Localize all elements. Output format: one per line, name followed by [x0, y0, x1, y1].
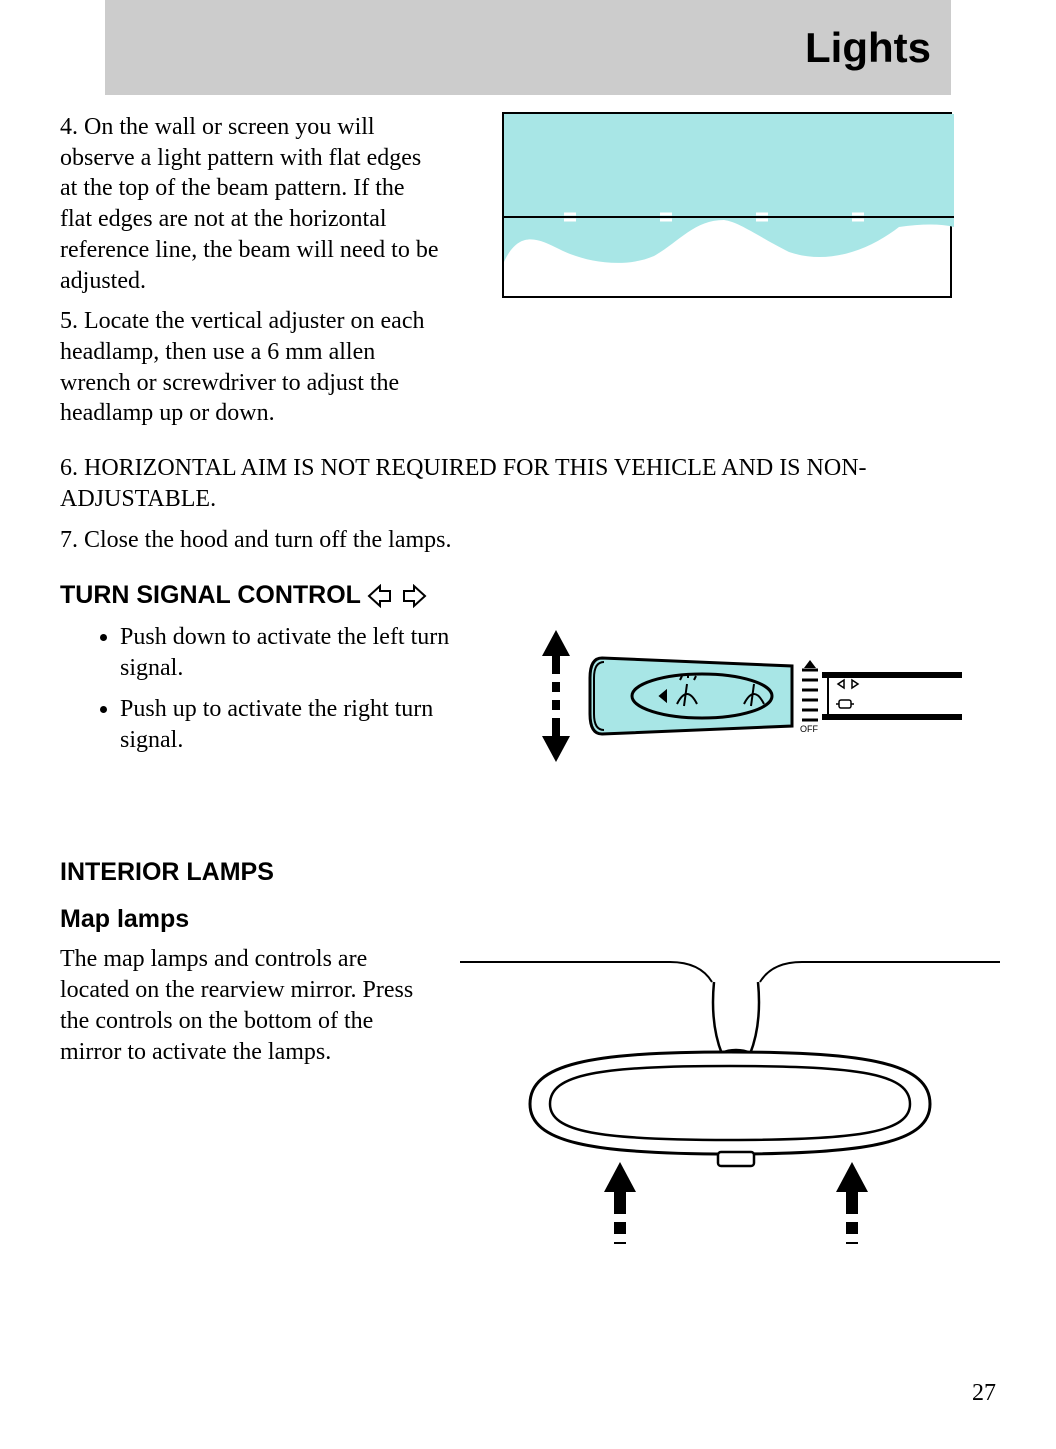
header-band: Lights [105, 0, 951, 95]
page-title: Lights [805, 24, 931, 72]
turn-signal-heading: TURN SIGNAL CONTROL [60, 581, 1000, 610]
svg-text:OFF: OFF [800, 724, 818, 734]
rearview-mirror-diagram [460, 944, 1000, 1244]
map-lamps-para: The map lamps and controls are located o… [60, 944, 440, 1067]
row-turn-signal: Push down to activate the left turn sign… [60, 622, 1000, 792]
turn-signal-bullets: Push down to activate the left turn sign… [60, 622, 450, 765]
step-5: 5. Locate the vertical adjuster on each … [60, 306, 440, 429]
bullet-left-signal: Push down to activate the left turn sign… [120, 622, 450, 683]
turn-arrows-icon [367, 584, 427, 608]
step-6: 6. HORIZONTAL AIM IS NOT REQUIRED FOR TH… [60, 453, 980, 514]
step-7: 7. Close the hood and turn off the lamps… [60, 525, 980, 556]
interior-lamps-heading: INTERIOR LAMPS [60, 858, 1000, 887]
row-step4-figure: 4. On the wall or screen you will observ… [60, 112, 1000, 439]
map-lamps-heading: Map lamps [60, 905, 1000, 934]
bullet-right-signal: Push up to activate the right turn signa… [120, 694, 450, 755]
row-mirror: The map lamps and controls are located o… [60, 944, 1000, 1244]
turn-signal-stalk-diagram: OFF [512, 622, 962, 792]
step4-5-column: 4. On the wall or screen you will observ… [60, 112, 440, 439]
page-number: 27 [972, 1380, 996, 1407]
content-area: 4. On the wall or screen you will observ… [60, 112, 1000, 1244]
beam-pattern-diagram [502, 112, 952, 298]
step-4: 4. On the wall or screen you will observ… [60, 112, 440, 296]
turn-signal-heading-text: TURN SIGNAL CONTROL [60, 581, 361, 610]
